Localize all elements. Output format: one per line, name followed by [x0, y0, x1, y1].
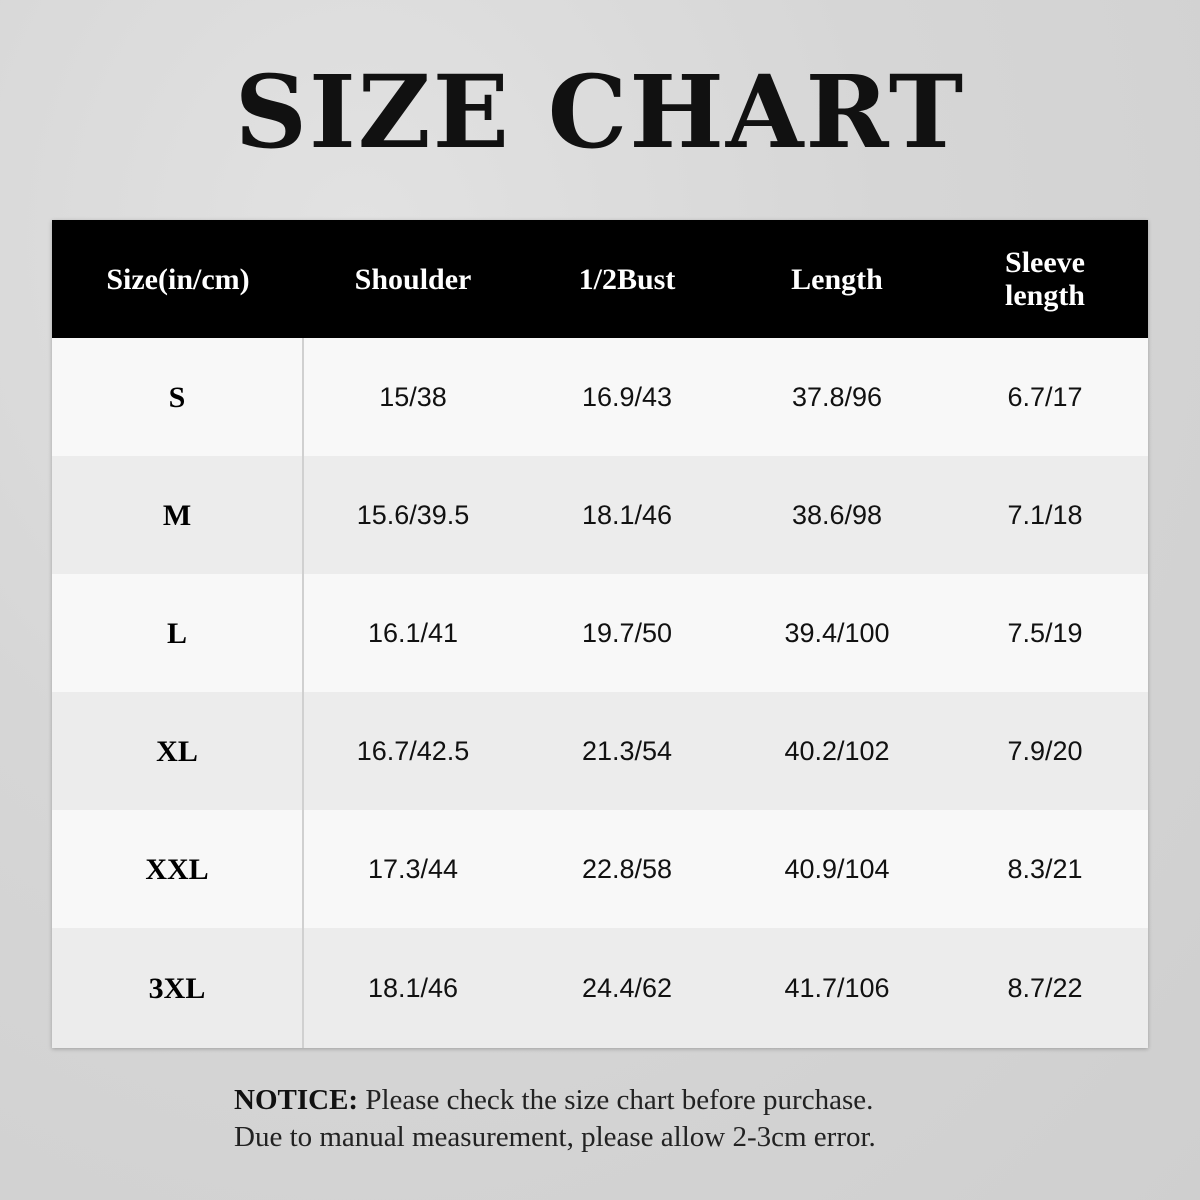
column-header-length: Length — [791, 262, 883, 296]
cell-size: S — [52, 338, 304, 456]
table-row: S 15/38 16.9/43 37.8/96 6.7/17 — [52, 338, 1148, 456]
size-table: Size(in/cm) Shoulder 1/2Bust Length Sleeve l… — [52, 220, 1148, 1048]
cell-shoulder: 18.1/46 — [367, 972, 459, 1003]
table-body: S 15/38 16.9/43 37.8/96 6.7/17 M 15.6/39.5 18.1… — [52, 338, 1148, 1048]
cell-length: 39.4/100 — [784, 617, 890, 648]
cell-shoulder: 15/38 — [379, 381, 447, 412]
column-header-size: Size(in/cm) — [106, 262, 250, 296]
cell-shoulder: 17.3/44 — [367, 853, 459, 884]
cell-sleeve-length: 7.1/18 — [1007, 499, 1083, 530]
cell-sleeve-length: 8.3/21 — [1007, 853, 1083, 884]
notice-line-1: Please check the size chart before purch… — [365, 1084, 874, 1116]
table-row: L 16.1/41 19.7/50 39.4/100 7.5/19 — [52, 574, 1148, 692]
cell-half-bust: 18.1/46 — [581, 499, 673, 530]
cell-half-bust: 21.3/54 — [581, 735, 673, 766]
notice-label: NOTICE: — [234, 1084, 359, 1116]
cell-length: 38.6/98 — [791, 499, 883, 530]
cell-size: 3XL — [52, 928, 304, 1048]
cell-size: M — [52, 456, 304, 574]
notice: NOTICE: Please check the size chart befo… — [234, 1082, 876, 1156]
cell-length: 41.7/106 — [784, 972, 890, 1003]
cell-shoulder: 16.7/42.5 — [356, 735, 470, 766]
table-row: M 15.6/39.5 18.1/46 38.6/98 7.1/18 — [52, 456, 1148, 574]
cell-length: 40.2/102 — [784, 735, 890, 766]
cell-half-bust: 24.4/62 — [581, 972, 673, 1003]
cell-half-bust: 19.7/50 — [581, 617, 673, 648]
cell-shoulder: 16.1/41 — [367, 617, 459, 648]
cell-sleeve-length: 7.5/19 — [1007, 617, 1083, 648]
notice-line-2: Due to manual measurement, please allow … — [234, 1121, 876, 1153]
cell-size: L — [52, 574, 304, 692]
column-header-half-bust: 1/2Bust — [578, 262, 676, 296]
cell-sleeve-length: 8.7/22 — [1007, 972, 1083, 1003]
cell-sleeve-length: 7.9/20 — [1007, 735, 1083, 766]
cell-length: 37.8/96 — [791, 381, 883, 412]
cell-length: 40.9/104 — [784, 853, 890, 884]
cell-size: XXL — [52, 810, 304, 928]
cell-half-bust: 16.9/43 — [581, 381, 673, 412]
table-row: XXL 17.3/44 22.8/58 40.9/104 8.3/21 — [52, 810, 1148, 928]
column-header-shoulder: Shoulder — [354, 262, 472, 296]
cell-sleeve-length: 6.7/17 — [1007, 381, 1083, 412]
page-title: SIZE CHART — [234, 53, 966, 171]
cell-shoulder: 15.6/39.5 — [356, 499, 470, 530]
column-header-sleeve-length: Sleeve length — [1004, 246, 1085, 312]
table-row: 3XL 18.1/46 24.4/62 41.7/106 8.7/22 — [52, 928, 1148, 1048]
table-row: XL 16.7/42.5 21.3/54 40.2/102 7.9/20 — [52, 692, 1148, 810]
cell-half-bust: 22.8/58 — [581, 853, 673, 884]
table-header: Size(in/cm) Shoulder 1/2Bust Length Sleeve l… — [52, 220, 1148, 338]
cell-size: XL — [52, 692, 304, 810]
